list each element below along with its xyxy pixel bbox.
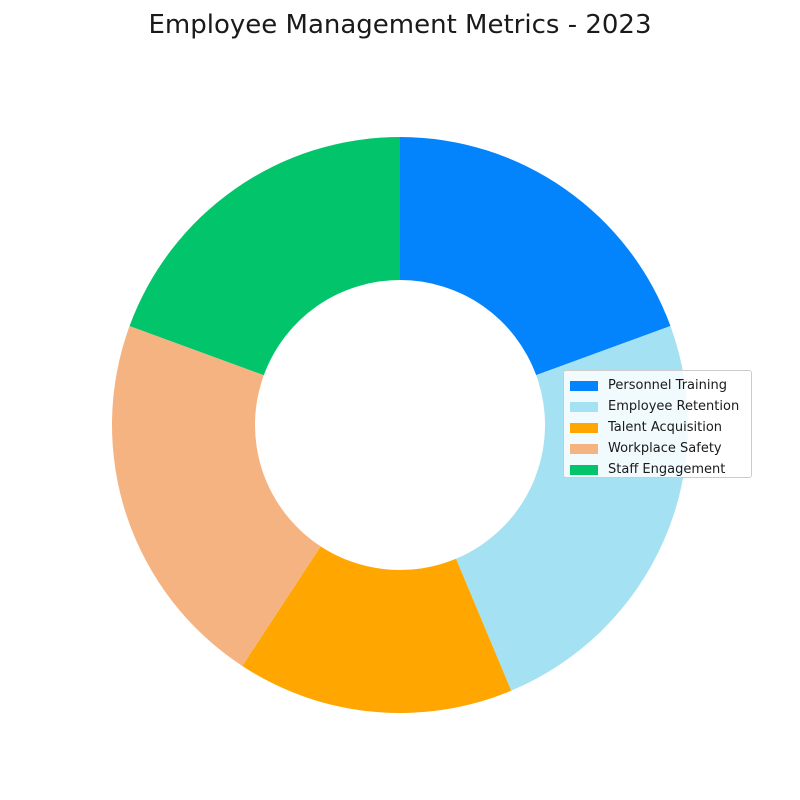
legend-item: Employee Retention [570, 396, 745, 417]
legend-swatch [570, 422, 598, 433]
legend-label: Workplace Safety [608, 441, 722, 456]
legend-item: Personnel Training [570, 375, 745, 396]
legend-swatch [570, 443, 598, 454]
donut-slice-talent-acquisition [242, 546, 512, 713]
legend-label: Staff Engagement [608, 462, 726, 477]
legend-label: Talent Acquisition [608, 420, 723, 435]
legend-swatch [570, 401, 598, 412]
legend-label: Personnel Training [608, 378, 727, 393]
donut-slice-personnel-training [400, 137, 671, 376]
chart-title: Employee Management Metrics - 2023 [148, 10, 652, 40]
legend-item: Staff Engagement [570, 459, 745, 480]
legend-swatch [570, 464, 598, 475]
legend-item: Workplace Safety [570, 438, 745, 459]
donut-slice-staff-engagement [129, 137, 400, 376]
legend-item: Talent Acquisition [570, 417, 745, 438]
donut-slice-workplace-safety [112, 326, 321, 666]
legend-label: Employee Retention [608, 399, 740, 414]
legend: Personnel Training Employee Retention Tale… [563, 370, 752, 478]
legend-swatch [570, 380, 598, 391]
